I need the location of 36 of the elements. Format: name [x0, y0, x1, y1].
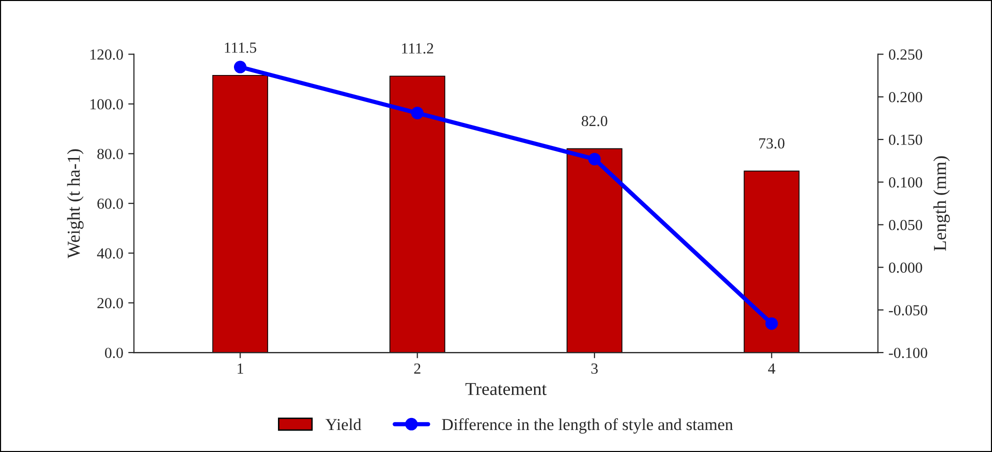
y2-tick-label: 0.200: [888, 92, 922, 102]
data-label: 111.5: [224, 42, 256, 53]
point: [234, 60, 246, 74]
y2-tick-label: 0.250: [888, 49, 922, 60]
y-tick-label: 40.0: [97, 248, 123, 259]
point: [411, 106, 424, 120]
y-axis-title: Weight (t ha-1): [67, 149, 84, 258]
x-axis-title: Treatement: [465, 383, 547, 396]
x-tick-label: 2: [414, 363, 420, 374]
y2-tick-label: 0.000: [888, 262, 922, 273]
y-tick-label: 0.0: [104, 348, 123, 358]
bar: [212, 74, 268, 353]
y-tick-label: 20.0: [97, 298, 123, 308]
data-label: 73.0: [759, 138, 784, 149]
bar: [566, 148, 622, 353]
point: [588, 152, 601, 166]
y2-tick-label: -0.100: [888, 348, 928, 358]
y2-tick-label: -0.050: [888, 305, 928, 316]
y2-tick-label: 0.050: [888, 220, 922, 230]
data-label: 82.0: [582, 116, 608, 126]
y-tick-label: 100.0: [90, 99, 123, 110]
y-tick-label: 60.0: [97, 198, 123, 209]
data-label: 111.2: [402, 43, 434, 54]
y2-tick-label: 0.100: [888, 177, 922, 188]
x-tick-label: 3: [591, 363, 598, 374]
y2-axis-title: Length (mm): [933, 156, 950, 251]
legend-label: Yield: [326, 418, 362, 430]
y2-tick-label: 0.150: [888, 134, 922, 145]
legend-label: Difference in the length of style and stamen: [442, 418, 733, 434]
bar: [389, 76, 446, 353]
bar: [744, 170, 800, 353]
y-tick-label: 80.0: [97, 148, 123, 160]
x-tick-label: 4: [768, 364, 776, 374]
point: [765, 317, 778, 330]
y-tick-label: 120.0: [90, 49, 123, 60]
x-tick-label: 1: [238, 363, 244, 374]
